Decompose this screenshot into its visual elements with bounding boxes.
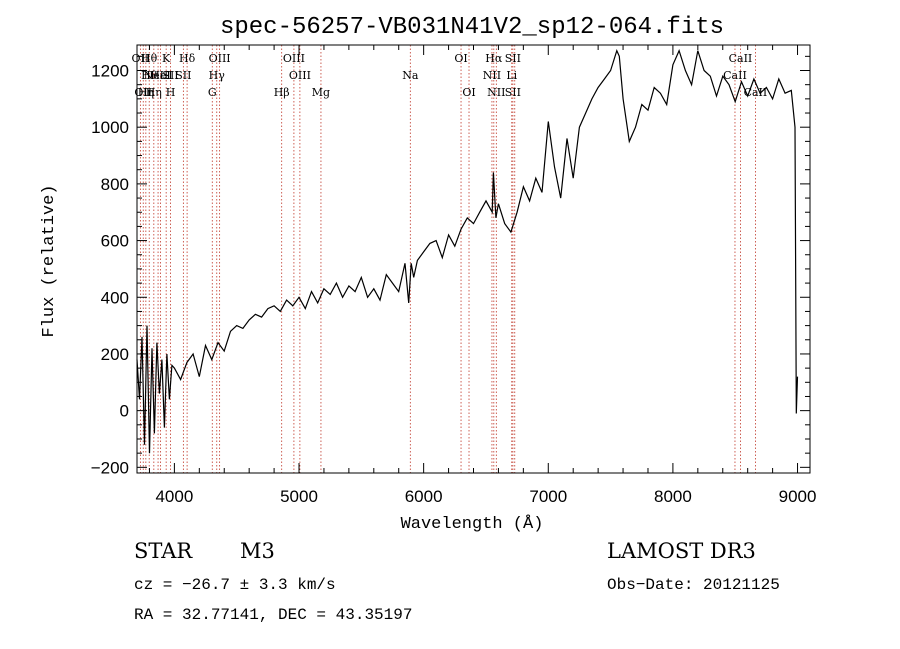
line-marker-label: Hθ [141,52,158,65]
line-marker-label: OIII [209,52,231,65]
y-tick-label: 200 [101,345,129,364]
line-marker-label: SII [505,86,521,99]
x-tick-label: 6000 [405,487,443,506]
line-marker-label: Hβ [274,86,290,99]
survey-name: LAMOST DR3 [607,539,756,563]
line-marker-label: Na [402,69,419,82]
y-tick-label: 1200 [91,62,129,81]
x-axis-label: Wavelength (Å) [401,515,544,534]
x-tick-label: 9000 [779,487,817,506]
line-marker-label: NII [487,86,505,99]
y-tick-label: 1000 [91,118,129,137]
plot-frame [136,44,811,474]
y-axis-ticks: −200 0 200 400 600 800 1000 1200 [91,55,810,477]
y-tick-label: 800 [101,175,129,194]
line-marker-label: OII [132,52,150,65]
line-marker-label: SII [175,69,191,82]
line-marker-label: OII [134,86,152,99]
x-tick-label: 4000 [155,487,193,506]
line-marker-label: SII [505,52,521,65]
line-marker-label: Hη [138,86,154,99]
object-class: STAR [134,539,193,563]
line-marker-label: Mg [312,86,330,99]
x-tick-label: 8000 [654,487,692,506]
line-marker-label: Hγ [209,69,226,82]
observation-date: Obs−Date: 20121125 [607,576,780,594]
x-tick-label: 5000 [280,487,318,506]
y-tick-label: 0 [120,402,129,421]
y-tick-label: 400 [101,288,129,307]
line-marker-label: OIII [283,52,305,65]
chart-title: spec-56257-VB031N41V2_sp12-064.fits [220,14,724,41]
line-marker-label: NII [483,69,501,82]
line-marker-label: CaII [729,52,753,65]
line-marker-label: NeIII [143,69,172,82]
line-marker-label: Hα [485,52,503,65]
line-marker-label: Hθ [141,69,158,82]
y-tick-label: −200 [91,458,129,477]
line-marker-label: Hη [146,86,162,99]
x-axis-ticks: 4000 5000 6000 7000 8000 9000 [148,45,817,506]
line-marker-label: G [208,86,217,99]
line-marker-label: Hδ [179,52,196,65]
line-marker-label: Li [506,69,517,82]
line-marker-label: OI [454,52,467,65]
line-marker-label: H [166,86,176,99]
line-marker-label: HeI [150,69,170,82]
line-marker-label: CaII [723,69,747,82]
line-marker-label-layer: OIIOIIHηHθHθHηNeIIIHeIKSIIHSIIHδGHγOIIIH… [132,52,768,99]
line-marker-label: SII [162,69,178,82]
line-marker-label: CaII [744,86,768,99]
y-tick-label: 600 [101,232,129,251]
line-marker-label: K [162,52,171,65]
object-subclass: M3 [240,539,275,563]
line-marker-layer [139,45,756,473]
spectrum-line [136,49,799,454]
coordinates: RA = 32.77141, DEC = 43.35197 [134,606,412,624]
redshift-cz: cz = −26.7 ± 3.3 km/s [134,576,336,594]
y-axis-label: Flux (relative) [40,184,59,337]
line-marker-label: OIII [289,69,311,82]
line-marker-label: OI [462,86,475,99]
x-tick-label: 7000 [529,487,567,506]
